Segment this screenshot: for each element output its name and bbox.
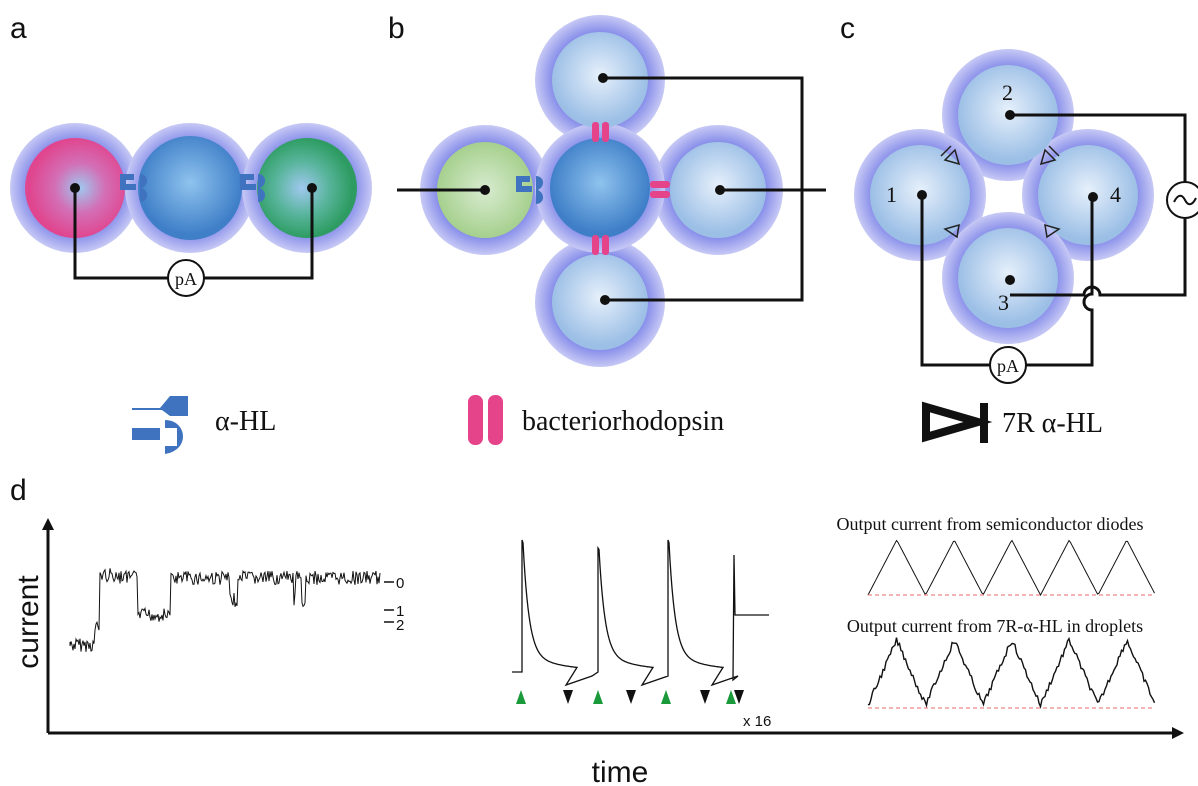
level-label: 0 <box>396 575 404 592</box>
droplet-wave <box>868 638 1155 707</box>
figure: a b c d pA 2 1 4 3 pA α-HL bacteriorhodo… <box>0 0 1198 786</box>
legend-label: bacteriorhodopsin <box>522 406 724 437</box>
axis-title: current <box>12 575 45 669</box>
meter-label: pA <box>997 356 1019 376</box>
legend-label: 7R α-HL <box>1002 408 1103 439</box>
panel-b <box>397 15 826 367</box>
axis-title: time <box>592 756 649 786</box>
panel-c: 2 1 4 3 pA <box>854 49 1198 383</box>
meter-label: pA <box>175 269 197 289</box>
droplet-number: 4 <box>1110 182 1121 207</box>
panel-label: c <box>840 12 855 45</box>
spike-trace <box>512 540 769 685</box>
droplet-number: 3 <box>998 290 1009 315</box>
multiplier: x 16 <box>743 713 771 730</box>
caption: Output current from semiconductor diodes <box>837 514 1144 534</box>
diode-wave <box>868 541 1155 596</box>
droplet-number: 2 <box>1002 80 1013 105</box>
level-label: 2 <box>396 617 404 634</box>
panel-label: a <box>10 12 27 45</box>
panel-label: b <box>388 12 405 45</box>
legend-label: α-HL <box>215 406 276 437</box>
panel-label: d <box>10 474 27 507</box>
panel-a: pA <box>10 123 372 296</box>
legend: α-HL bacteriorhodopsin 7R α-HL <box>132 395 1103 454</box>
droplet-number: 1 <box>886 182 897 207</box>
caption: Output current from 7R-α-HL in droplets <box>847 616 1143 636</box>
panel-d: current time 0 1 2 x 16 Output current f… <box>12 514 1184 786</box>
channel-trace <box>70 568 380 652</box>
